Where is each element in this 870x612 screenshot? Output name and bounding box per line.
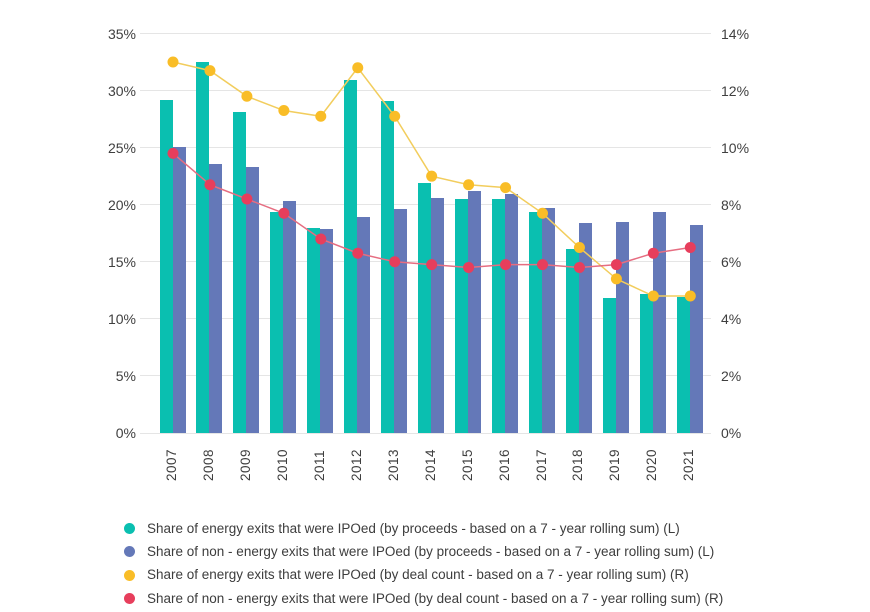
right-axis-tick-label: 6% <box>721 253 742 270</box>
gridline <box>140 147 711 149</box>
left-axis-tick-label: 0% <box>115 425 136 441</box>
legend-item-label: Share of energy exits that were IPOed (b… <box>147 520 680 536</box>
chart-legend: Share of energy exits that were IPOed (b… <box>124 517 723 610</box>
bar-non-energy-2014 <box>431 197 445 433</box>
bar-non-energy-2019 <box>615 221 629 433</box>
bar-non-energy-2016 <box>505 194 519 433</box>
bar-non-energy-2021 <box>689 225 703 433</box>
right-axis-tick-label: 2% <box>721 367 742 384</box>
left-axis-tick-label: 5% <box>115 367 136 384</box>
bar-energy-2019 <box>602 298 616 433</box>
right-axis-tick-label: 12% <box>721 82 750 99</box>
bar-non-energy-2018 <box>578 222 592 433</box>
right-axis-tick-label: 4% <box>721 310 742 327</box>
bar-non-energy-2017 <box>542 208 555 433</box>
legend-item-label: Share of non - energy exits that were IP… <box>147 543 715 559</box>
line-point-energy-2009 <box>241 90 253 102</box>
bar-non-energy-2020 <box>652 211 666 433</box>
bar-energy-2013 <box>381 100 395 433</box>
line-point-energy-2012 <box>352 62 364 74</box>
bar-non-energy-2012 <box>357 217 371 433</box>
bar-non-energy-2010 <box>283 201 297 433</box>
left-axis-tick-label: 35% <box>107 25 136 42</box>
left-axis-tick-label: 30% <box>107 82 136 99</box>
right-axis-tick-label: 14% <box>721 25 750 42</box>
bar-energy-2020 <box>639 293 653 433</box>
bar-non-energy-2009 <box>246 167 260 433</box>
gridline <box>140 90 711 92</box>
line-point-energy-2015 <box>463 179 475 191</box>
legend-marker-icon <box>124 569 135 581</box>
left-axis-tick-label: 15% <box>107 253 136 270</box>
legend-marker-icon <box>124 546 135 558</box>
x-axis-label-2008: 2008 <box>200 448 216 481</box>
legend-item-0[interactable]: Share of energy exits that were IPOed (b… <box>124 517 723 540</box>
left-axis-tick-label: 25% <box>107 139 136 156</box>
legend-marker-icon <box>124 523 135 535</box>
x-axis-label-2007: 2007 <box>164 448 179 481</box>
bar-energy-2017 <box>529 211 542 433</box>
bar-energy-2008 <box>196 62 210 433</box>
right-axis-tick-label: 10% <box>721 139 750 156</box>
x-axis-label-2021: 2021 <box>681 448 697 481</box>
x-axis-label-2020: 2020 <box>644 448 660 481</box>
gridline <box>140 432 711 434</box>
bar-energy-2012 <box>344 80 358 433</box>
bar-energy-2007 <box>159 99 173 433</box>
x-axis-label-2017: 2017 <box>533 448 549 481</box>
legend-item-1[interactable]: Share of non - energy exits that were IP… <box>124 540 723 563</box>
bar-non-energy-2015 <box>468 191 482 433</box>
bar-energy-2009 <box>233 112 247 433</box>
x-axis-label-2010: 2010 <box>274 448 290 481</box>
bar-non-energy-2011 <box>320 228 334 433</box>
bar-energy-2014 <box>418 183 432 433</box>
left-axis-tick-label: 20% <box>107 196 136 213</box>
legend-item-3[interactable]: Share of non - energy exits that were IP… <box>124 587 723 610</box>
right-axis-tick-label: 0% <box>721 425 742 441</box>
line-point-energy-2011 <box>315 110 327 122</box>
x-axis-label-2011: 2011 <box>311 449 327 481</box>
legend-marker-icon <box>124 593 135 605</box>
line-point-energy-2007 <box>167 56 179 68</box>
bar-non-energy-2007 <box>172 146 186 433</box>
gridline <box>140 33 711 34</box>
x-axis-label-2018: 2018 <box>570 448 586 481</box>
bar-energy-2016 <box>492 199 506 433</box>
bar-non-energy-2008 <box>209 163 223 433</box>
bar-energy-2021 <box>676 297 690 433</box>
x-axis-label-2016: 2016 <box>496 448 512 481</box>
x-axis-label-2014: 2014 <box>422 448 438 481</box>
line-point-energy-2014 <box>426 170 438 182</box>
bar-energy-2011 <box>307 227 321 433</box>
bar-energy-2015 <box>455 199 469 433</box>
bar-non-energy-2013 <box>394 209 408 433</box>
legend-item-2[interactable]: Share of energy exits that were IPOed (b… <box>124 564 723 587</box>
x-axis-label-2009: 2009 <box>237 448 253 481</box>
x-axis-label-2019: 2019 <box>607 448 623 481</box>
line-point-energy-2010 <box>278 105 290 117</box>
x-axis-label-2013: 2013 <box>385 448 401 481</box>
line-point-energy-2016 <box>500 182 512 194</box>
bar-energy-2010 <box>270 211 284 433</box>
legend-item-label: Share of energy exits that were IPOed (b… <box>147 567 689 583</box>
x-axis-label-2012: 2012 <box>348 448 364 481</box>
left-axis-tick-label: 10% <box>107 310 136 327</box>
right-axis-tick-label: 8% <box>721 196 742 213</box>
legend-item-label: Share of non - energy exits that were IP… <box>147 590 724 606</box>
bar-energy-2018 <box>565 249 579 433</box>
x-axis-label-2015: 2015 <box>459 448 475 481</box>
